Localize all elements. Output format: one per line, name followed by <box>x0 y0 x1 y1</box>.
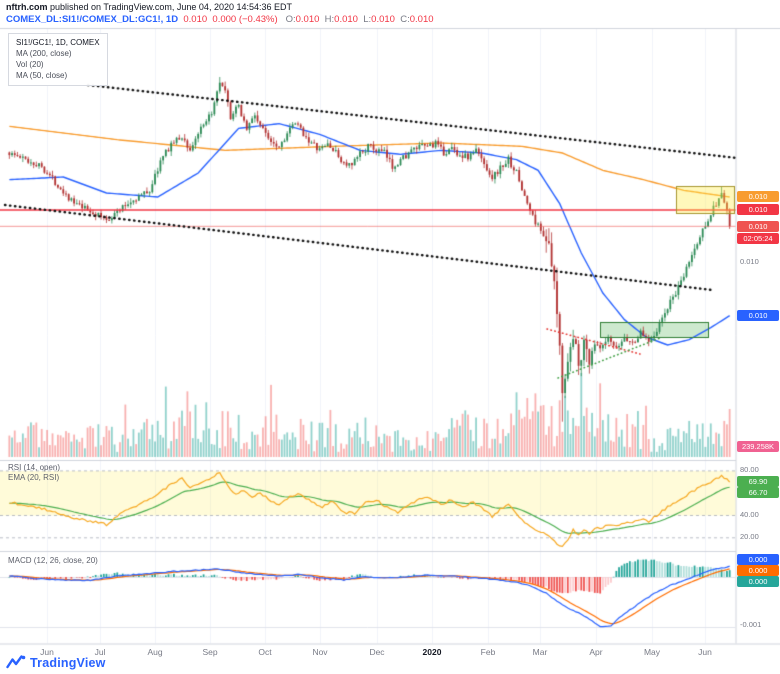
tradingview-logo[interactable]: TradingView <box>6 655 106 670</box>
axis-tick-label: 20.00 <box>740 532 759 541</box>
axis-value-badge: 69.90 <box>737 476 779 487</box>
axis-value-badge: 0.000 <box>737 565 779 576</box>
legend-volume[interactable]: Vol (20) <box>16 60 44 69</box>
month-label: Feb <box>480 647 496 657</box>
axis-value-badge: 0.010 <box>737 204 779 215</box>
month-label: Oct <box>258 647 272 657</box>
macd-indicator-label[interactable]: MACD (12, 26, close, 20) <box>8 556 98 565</box>
axis-tick-label: -0.001 <box>740 620 762 629</box>
month-label: 2020 <box>422 647 442 657</box>
axis-value-badge: 0.000 <box>737 576 779 587</box>
axis-value-badge: 0.010 <box>737 310 779 321</box>
legend-ma200[interactable]: MA (200, close) <box>16 49 72 58</box>
month-label: Nov <box>312 647 328 657</box>
month-label: Dec <box>369 647 385 657</box>
price-scale[interactable]: 0.010 0.010 0.010 02:05:24 0.010 0.010 239.258… <box>736 0 780 674</box>
month-label: Jun <box>698 647 712 657</box>
axis-value-badge: 02:05:24 <box>737 233 779 244</box>
axis-tick-label: 80.00 <box>740 465 759 474</box>
month-label: Apr <box>589 647 603 657</box>
month-label: Aug <box>147 647 163 657</box>
legend-ma50[interactable]: MA (50, close) <box>16 71 68 80</box>
axis-tick-label: 0.010 <box>740 257 759 266</box>
axis-value-badge: 0.010 <box>737 191 779 202</box>
axis-value-badge: 239.258K <box>737 441 779 452</box>
chart-legend: SI1!/GC1!, 1D, COMEX MA (200, close) Vol… <box>8 33 108 86</box>
time-scale[interactable]: Jun Jul Aug Sep Oct Nov Dec 2020 Feb Mar Apr May Jun <box>0 643 736 661</box>
month-label: Mar <box>532 647 548 657</box>
month-label: May <box>643 647 661 657</box>
axis-value-badge: 66.70 <box>737 487 779 498</box>
month-label: Sep <box>202 647 218 657</box>
legend-symbol[interactable]: SI1!/GC1!, 1D, COMEX <box>16 38 100 47</box>
rsi-ema-label[interactable]: EMA (20, RSI) <box>8 473 60 482</box>
axis-value-badge: 0.010 <box>737 221 779 232</box>
month-label: Jun <box>40 647 54 657</box>
axis-value-badge: 0.000 <box>737 554 779 565</box>
axis-tick-label: 40.00 <box>740 510 759 519</box>
tradingview-logo-icon <box>6 655 26 669</box>
rsi-indicator-label[interactable]: RSI (14, open) <box>8 463 61 472</box>
tradingview-logo-text: TradingView <box>30 655 106 670</box>
month-label: Jul <box>94 647 106 657</box>
